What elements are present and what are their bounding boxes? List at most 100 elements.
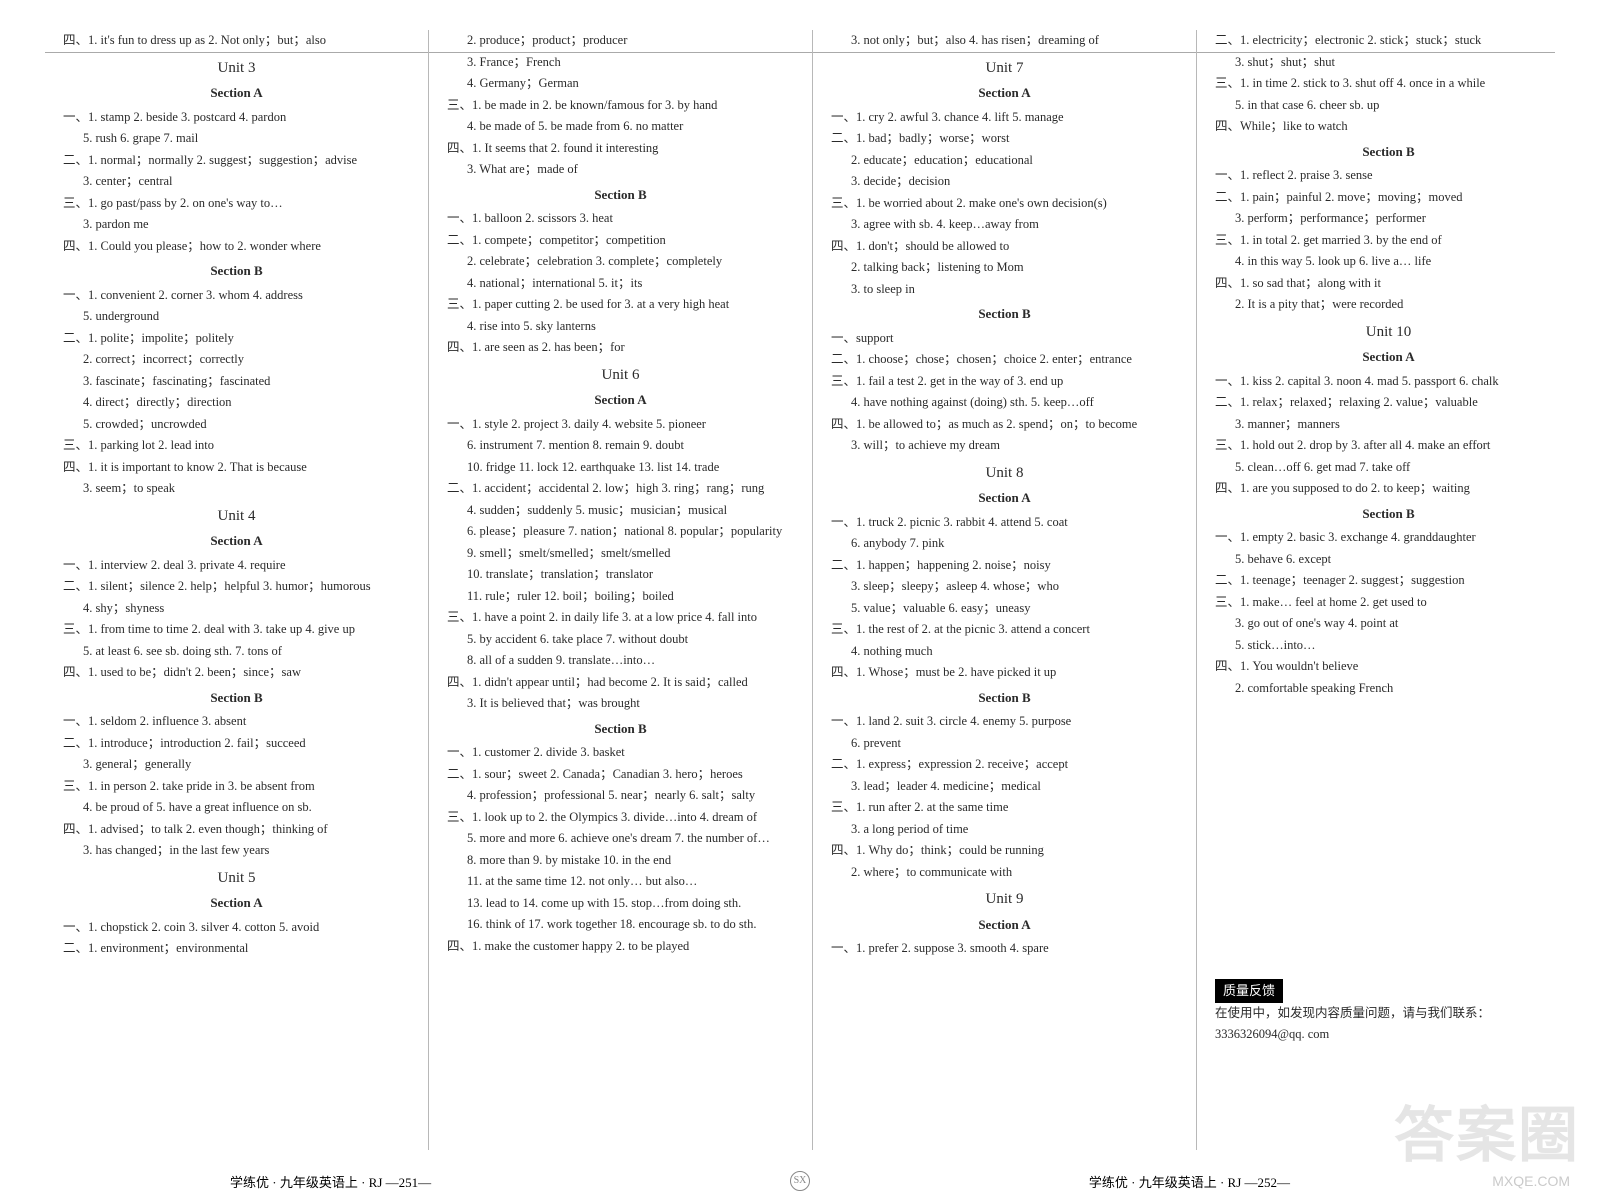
answer-line: 4. have nothing against (doing) sth. 5. … (831, 392, 1178, 414)
answer-line: 在使用中，如发现内容质量问题，请与我们联系： (1215, 1003, 1562, 1025)
answer-line: 三、1. have a point 2. in daily life 3. at… (447, 607, 794, 629)
answer-line: 3. lead；leader 4. medicine；medical (831, 776, 1178, 798)
answer-line: 三、1. in total 2. get married 3. by the e… (1215, 230, 1562, 252)
footer-center-icon: SX (790, 1171, 810, 1191)
answer-line: 3. go out of one's way 4. point at (1215, 613, 1562, 635)
answer-line: 3. seem；to speak (63, 478, 410, 500)
answer-line: 4. profession；professional 5. near；nearl… (447, 785, 794, 807)
unit-title: Unit 4 (63, 506, 410, 528)
answer-line: 5. more and more 6. achieve one's dream … (447, 828, 794, 850)
answer-line: 四、1. Whose；must be 2. have picked it up (831, 662, 1178, 684)
answer-line: 二、1. electricity；electronic 2. stick；stu… (1215, 30, 1562, 52)
answer-line: 二、1. teenage；teenager 2. suggest；suggest… (1215, 570, 1562, 592)
answer-line: 三、1. make… feel at home 2. get used to (1215, 592, 1562, 614)
answer-line: 四、1. don't；should be allowed to (831, 236, 1178, 258)
answer-line: 13. lead to 14. come up with 15. stop…fr… (447, 893, 794, 915)
answer-line: 4. nothing much (831, 641, 1178, 663)
unit-title: Unit 7 (831, 58, 1178, 80)
answer-line: 5. in that case 6. cheer sb. up (1215, 95, 1562, 117)
answer-line: 6. anybody 7. pink (831, 533, 1178, 555)
answer-line: 4. rise into 5. sky lanterns (447, 316, 794, 338)
answer-line: 11. rule；ruler 12. boil；boiling；boiled (447, 586, 794, 608)
answer-line: 10. translate；translation；translator (447, 564, 794, 586)
section-title: Section B (63, 687, 410, 709)
answer-line: 10. fridge 11. lock 12. earthquake 13. l… (447, 457, 794, 479)
unit-title: Unit 3 (63, 58, 410, 80)
answer-line: 二、1. accident；accidental 2. low；high 3. … (447, 478, 794, 500)
answer-line: 四、1. it's fun to dress up as 2. Not only… (63, 30, 410, 52)
footer-left: 学练优 · 九年级英语上 · RJ —251— (0, 1172, 431, 1191)
answer-line: 一、1. truck 2. picnic 3. rabbit 4. attend… (831, 512, 1178, 534)
unit-title: Unit 5 (63, 868, 410, 890)
section-title: Section B (831, 687, 1178, 709)
answer-line: 5. clean…off 6. get mad 7. take off (1215, 457, 1562, 479)
answer-line: 一、1. interview 2. deal 3. private 4. req… (63, 555, 410, 577)
answer-line: 3336326094@qq. com (1215, 1024, 1562, 1046)
answer-line: 3. not only；but；also 4. has risen；dreami… (831, 30, 1178, 52)
answer-line: 5. stick…into… (1215, 635, 1562, 657)
answer-line: 二、1. relax；relaxed；relaxing 2. value；val… (1215, 392, 1562, 414)
answer-line: 4. national；international 5. it；its (447, 273, 794, 295)
answer-line: 4. be proud of 5. have a great influence… (63, 797, 410, 819)
answer-line: 一、1. reflect 2. praise 3. sense (1215, 165, 1562, 187)
column-1: 四、1. it's fun to dress up as 2. Not only… (45, 30, 428, 1150)
section-title: Section B (447, 184, 794, 206)
answer-line: 二、1. sour；sweet 2. Canada；Canadian 3. he… (447, 764, 794, 786)
section-title: Section A (447, 389, 794, 411)
answer-line: 四、1. so sad that；along with it (1215, 273, 1562, 295)
answer-line: 5. value；valuable 6. easy；uneasy (831, 598, 1178, 620)
answer-line: 四、1. Could you please；how to 2. wonder w… (63, 236, 410, 258)
answer-line: 一、1. convenient 2. corner 3. whom 4. add… (63, 285, 410, 307)
section-title: Section A (63, 892, 410, 914)
column-4: 二、1. electricity；electronic 2. stick；stu… (1196, 30, 1580, 1150)
answer-line: 一、1. seldom 2. influence 3. absent (63, 711, 410, 733)
answer-line: 3. decide；decision (831, 171, 1178, 193)
answer-line: 3. What are；made of (447, 159, 794, 181)
answer-line: 一、1. cry 2. awful 3. chance 4. lift 5. m… (831, 107, 1178, 129)
answer-line: 一、1. empty 2. basic 3. exchange 4. grand… (1215, 527, 1562, 549)
answer-line: 三、1. from time to time 2. deal with 3. t… (63, 619, 410, 641)
answer-line: 4. Germany；German (447, 73, 794, 95)
spacer (1215, 699, 1562, 959)
page-container: 四、1. it's fun to dress up as 2. Not only… (0, 0, 1600, 1150)
answer-line: 9. smell；smelt/smelled；smelt/smelled (447, 543, 794, 565)
section-title: Section B (831, 303, 1178, 325)
answer-line: 三、1. go past/pass by 2. on one's way to… (63, 193, 410, 215)
section-title: Section A (63, 82, 410, 104)
answer-line: 二、1. compete；competitor；competition (447, 230, 794, 252)
answer-line: 4. in this way 5. look up 6. live a… lif… (1215, 251, 1562, 273)
answer-line: 11. at the same time 12. not only… but a… (447, 871, 794, 893)
answer-line: 3. center；central (63, 171, 410, 193)
answer-line: 二、1. normal；normally 2. suggest；suggesti… (63, 150, 410, 172)
answer-line: 四、1. didn't appear until；had become 2. I… (447, 672, 794, 694)
unit-title: Unit 9 (831, 889, 1178, 911)
column-3: 3. not only；but；also 4. has risen；dreami… (812, 30, 1196, 1150)
answer-line: 二、1. express；expression 2. receive；accep… (831, 754, 1178, 776)
answer-line: 三、1. be worried about 2. make one's own … (831, 193, 1178, 215)
answer-line: 2. It is a pity that；were recorded (1215, 294, 1562, 316)
section-title: Section B (1215, 141, 1562, 163)
answer-line: 二、1. happen；happening 2. noise；noisy (831, 555, 1178, 577)
section-title: Section B (1215, 503, 1562, 525)
answer-line: 四、1. be allowed to；as much as 2. spend；o… (831, 414, 1178, 436)
answer-line: 2. produce；product；producer (447, 30, 794, 52)
answer-line: 三、1. run after 2. at the same time (831, 797, 1178, 819)
answer-line: 三、1. parking lot 2. lead into (63, 435, 410, 457)
answer-line: 四、1. are you supposed to do 2. to keep；w… (1215, 478, 1562, 500)
answer-line: 二、1. choose；chose；chosen；choice 2. enter… (831, 349, 1178, 371)
answer-line: 一、1. chopstick 2. coin 3. silver 4. cott… (63, 917, 410, 939)
answer-line: 16. think of 17. work together 18. encou… (447, 914, 794, 936)
answer-line: 四、1. Why do；think；could be running (831, 840, 1178, 862)
answer-line: 3. to sleep in (831, 279, 1178, 301)
answer-line: 4. sudden；suddenly 5. music；musician；mus… (447, 500, 794, 522)
answer-line: 一、support (831, 328, 1178, 350)
answer-line: 二、1. silent；silence 2. help；helpful 3. h… (63, 576, 410, 598)
answer-line: 3. shut；shut；shut (1215, 52, 1562, 74)
answer-line: 5. underground (63, 306, 410, 328)
answer-line: 2. educate；education；educational (831, 150, 1178, 172)
column-2: 2. produce；product；producer3. France；Fre… (428, 30, 812, 1150)
answer-line: 一、1. prefer 2. suppose 3. smooth 4. spar… (831, 938, 1178, 960)
answer-line: 三、1. look up to 2. the Olympics 3. divid… (447, 807, 794, 829)
answer-line: 6. instrument 7. mention 8. remain 9. do… (447, 435, 794, 457)
answer-line: 3. manner；manners (1215, 414, 1562, 436)
